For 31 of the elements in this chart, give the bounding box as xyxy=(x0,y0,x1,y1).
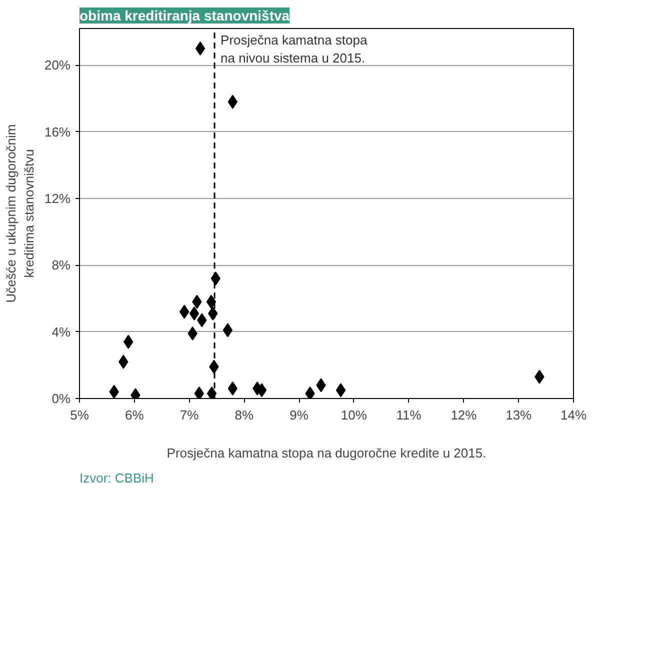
x-tick-label: 11% xyxy=(396,408,422,422)
y-tick-label: 4% xyxy=(52,324,71,340)
x-tick-label: 13% xyxy=(506,408,532,422)
point xyxy=(189,306,200,320)
y-tick-label: 12% xyxy=(44,191,71,206)
x-tick-label: 10% xyxy=(340,408,368,422)
y-tick-label: 8% xyxy=(52,258,71,273)
y-tick-label: 20% xyxy=(44,58,71,73)
x-tick-label: 8% xyxy=(234,408,254,422)
point xyxy=(109,384,119,398)
x-tick-label: 6% xyxy=(124,408,144,422)
point xyxy=(206,386,217,398)
x-tick-label: 5% xyxy=(70,408,90,422)
point xyxy=(188,326,198,340)
point xyxy=(228,382,238,396)
x-tick-label: 9% xyxy=(290,408,309,422)
text: Izvor: CBBiH xyxy=(80,470,154,486)
point xyxy=(305,386,315,398)
y-tick-label: 16% xyxy=(44,124,71,140)
point xyxy=(222,323,233,338)
x-tick-label: 7% xyxy=(180,408,200,422)
x-tick-label: 12% xyxy=(450,408,478,422)
point xyxy=(206,294,216,309)
point xyxy=(195,42,206,56)
y-tick-label: 0% xyxy=(52,391,71,406)
x-tick-label: 14% xyxy=(560,408,587,422)
point xyxy=(194,386,204,398)
x-axis-title: Prosječna kamatna stopa na dugoročne kredite u 2015. xyxy=(166,446,486,460)
ref-line-label: Prosječna kamatna stopa na nivou sistema u 2015. xyxy=(220,32,368,66)
point xyxy=(336,383,346,398)
y-axis-title: Učešće u ukupnim dugoročnim kreditima stanovništvu xyxy=(3,124,36,303)
